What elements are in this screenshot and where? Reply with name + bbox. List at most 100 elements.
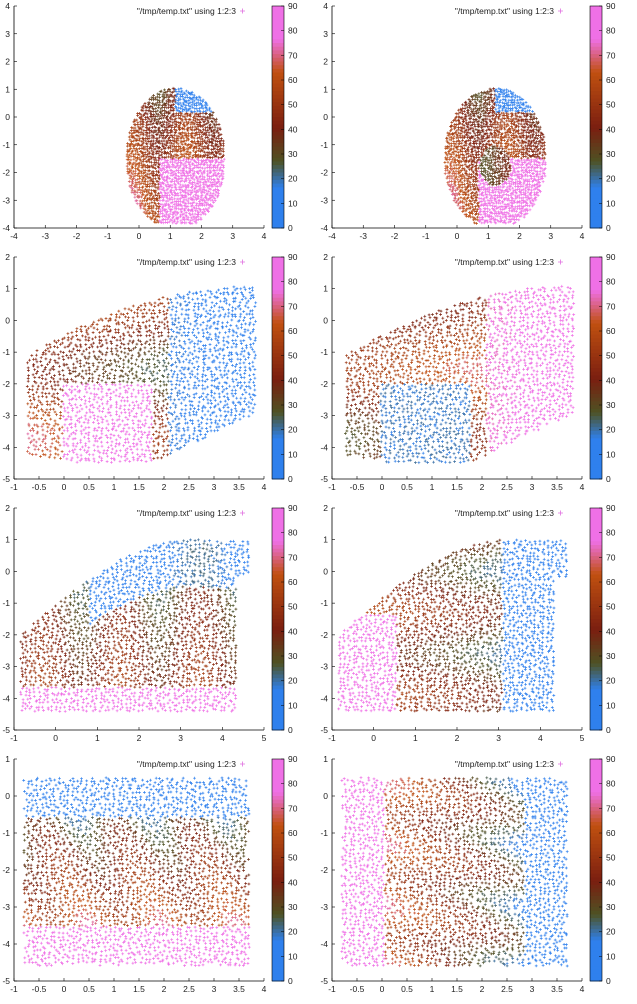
point [502,185,506,189]
point [460,160,464,164]
point [59,405,63,409]
point [205,106,208,110]
point [523,107,527,110]
point [200,161,203,165]
point [525,149,529,153]
point [467,128,470,132]
point [509,153,513,156]
point [150,216,154,220]
point [50,352,54,356]
point [195,206,198,210]
point [116,424,120,428]
point [529,145,533,148]
point [146,180,150,184]
point [114,444,117,448]
point [475,193,479,197]
point [520,166,523,170]
point [505,217,508,221]
point [105,392,109,395]
point [469,124,473,127]
point [492,196,496,200]
point [446,168,450,172]
point [532,115,536,119]
legend-label: "/tmp/temp.txt" using 1:2:3 [137,6,236,16]
point [500,196,504,199]
point [102,372,105,375]
point [31,416,35,420]
point [175,123,178,127]
point [215,174,219,178]
point [507,176,511,180]
point [488,171,492,175]
point [477,170,481,173]
point [52,399,56,403]
point [213,169,217,173]
point [126,365,130,369]
point [148,160,151,164]
point [472,107,475,111]
point [87,366,91,369]
point [100,456,104,460]
point [32,438,36,442]
colorbar-tick-label: 70 [606,50,616,60]
point [518,177,521,181]
point [474,180,478,183]
point [162,204,165,208]
point [191,97,194,101]
point [514,109,518,113]
point [150,155,154,159]
point [171,156,175,160]
point [464,209,468,213]
point [170,153,173,157]
point [471,169,475,173]
point [176,169,180,173]
point [151,194,155,198]
point [62,436,66,440]
point [528,197,531,200]
point [142,133,145,137]
point [507,202,511,206]
point [496,135,500,139]
point [173,149,177,153]
point [202,178,206,181]
point [515,134,518,138]
point [477,176,481,180]
point [219,146,223,150]
point [468,164,471,167]
point [509,206,513,210]
point [203,139,206,143]
point [168,164,172,168]
point [186,199,190,203]
colorbar-segment [272,131,284,136]
point [511,164,515,168]
point [75,345,79,349]
point [487,215,491,219]
point [126,352,130,356]
point [217,178,220,182]
point [500,91,504,94]
point [56,392,59,395]
point [518,187,521,191]
point [216,185,220,188]
point [124,432,128,436]
point [517,118,520,122]
point [505,203,509,206]
point [194,193,197,197]
point [88,410,92,414]
point [520,128,524,132]
point [59,456,62,460]
point [500,144,504,148]
point [486,173,489,176]
point [481,137,485,140]
point [534,150,538,154]
colorbar-segment [590,54,602,59]
point [140,174,144,178]
point [489,128,493,132]
point [214,184,218,188]
point [131,166,135,169]
point [486,102,489,106]
point [156,169,160,173]
point [463,134,467,138]
point [493,161,497,165]
